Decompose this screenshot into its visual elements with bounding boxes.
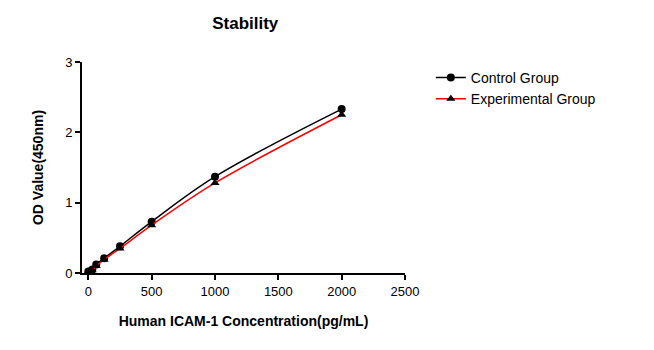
svg-text:Human ICAM-1 Concentration(pg/: Human ICAM-1 Concentration(pg/mL) (119, 313, 369, 329)
svg-text:0: 0 (65, 266, 72, 281)
svg-text:2000: 2000 (327, 284, 356, 299)
svg-text:0: 0 (85, 284, 92, 299)
svg-text:1500: 1500 (264, 284, 293, 299)
svg-text:OD Value(450nm): OD Value(450nm) (30, 110, 46, 225)
svg-text:1000: 1000 (201, 284, 230, 299)
svg-text:Experimental Group: Experimental Group (471, 91, 596, 107)
svg-text:Control Group: Control Group (471, 70, 559, 86)
svg-text:Stability: Stability (212, 14, 279, 33)
svg-text:2: 2 (65, 125, 72, 140)
svg-text:3: 3 (65, 55, 72, 70)
svg-text:1: 1 (65, 195, 72, 210)
svg-text:500: 500 (141, 284, 163, 299)
svg-text:2500: 2500 (391, 284, 420, 299)
